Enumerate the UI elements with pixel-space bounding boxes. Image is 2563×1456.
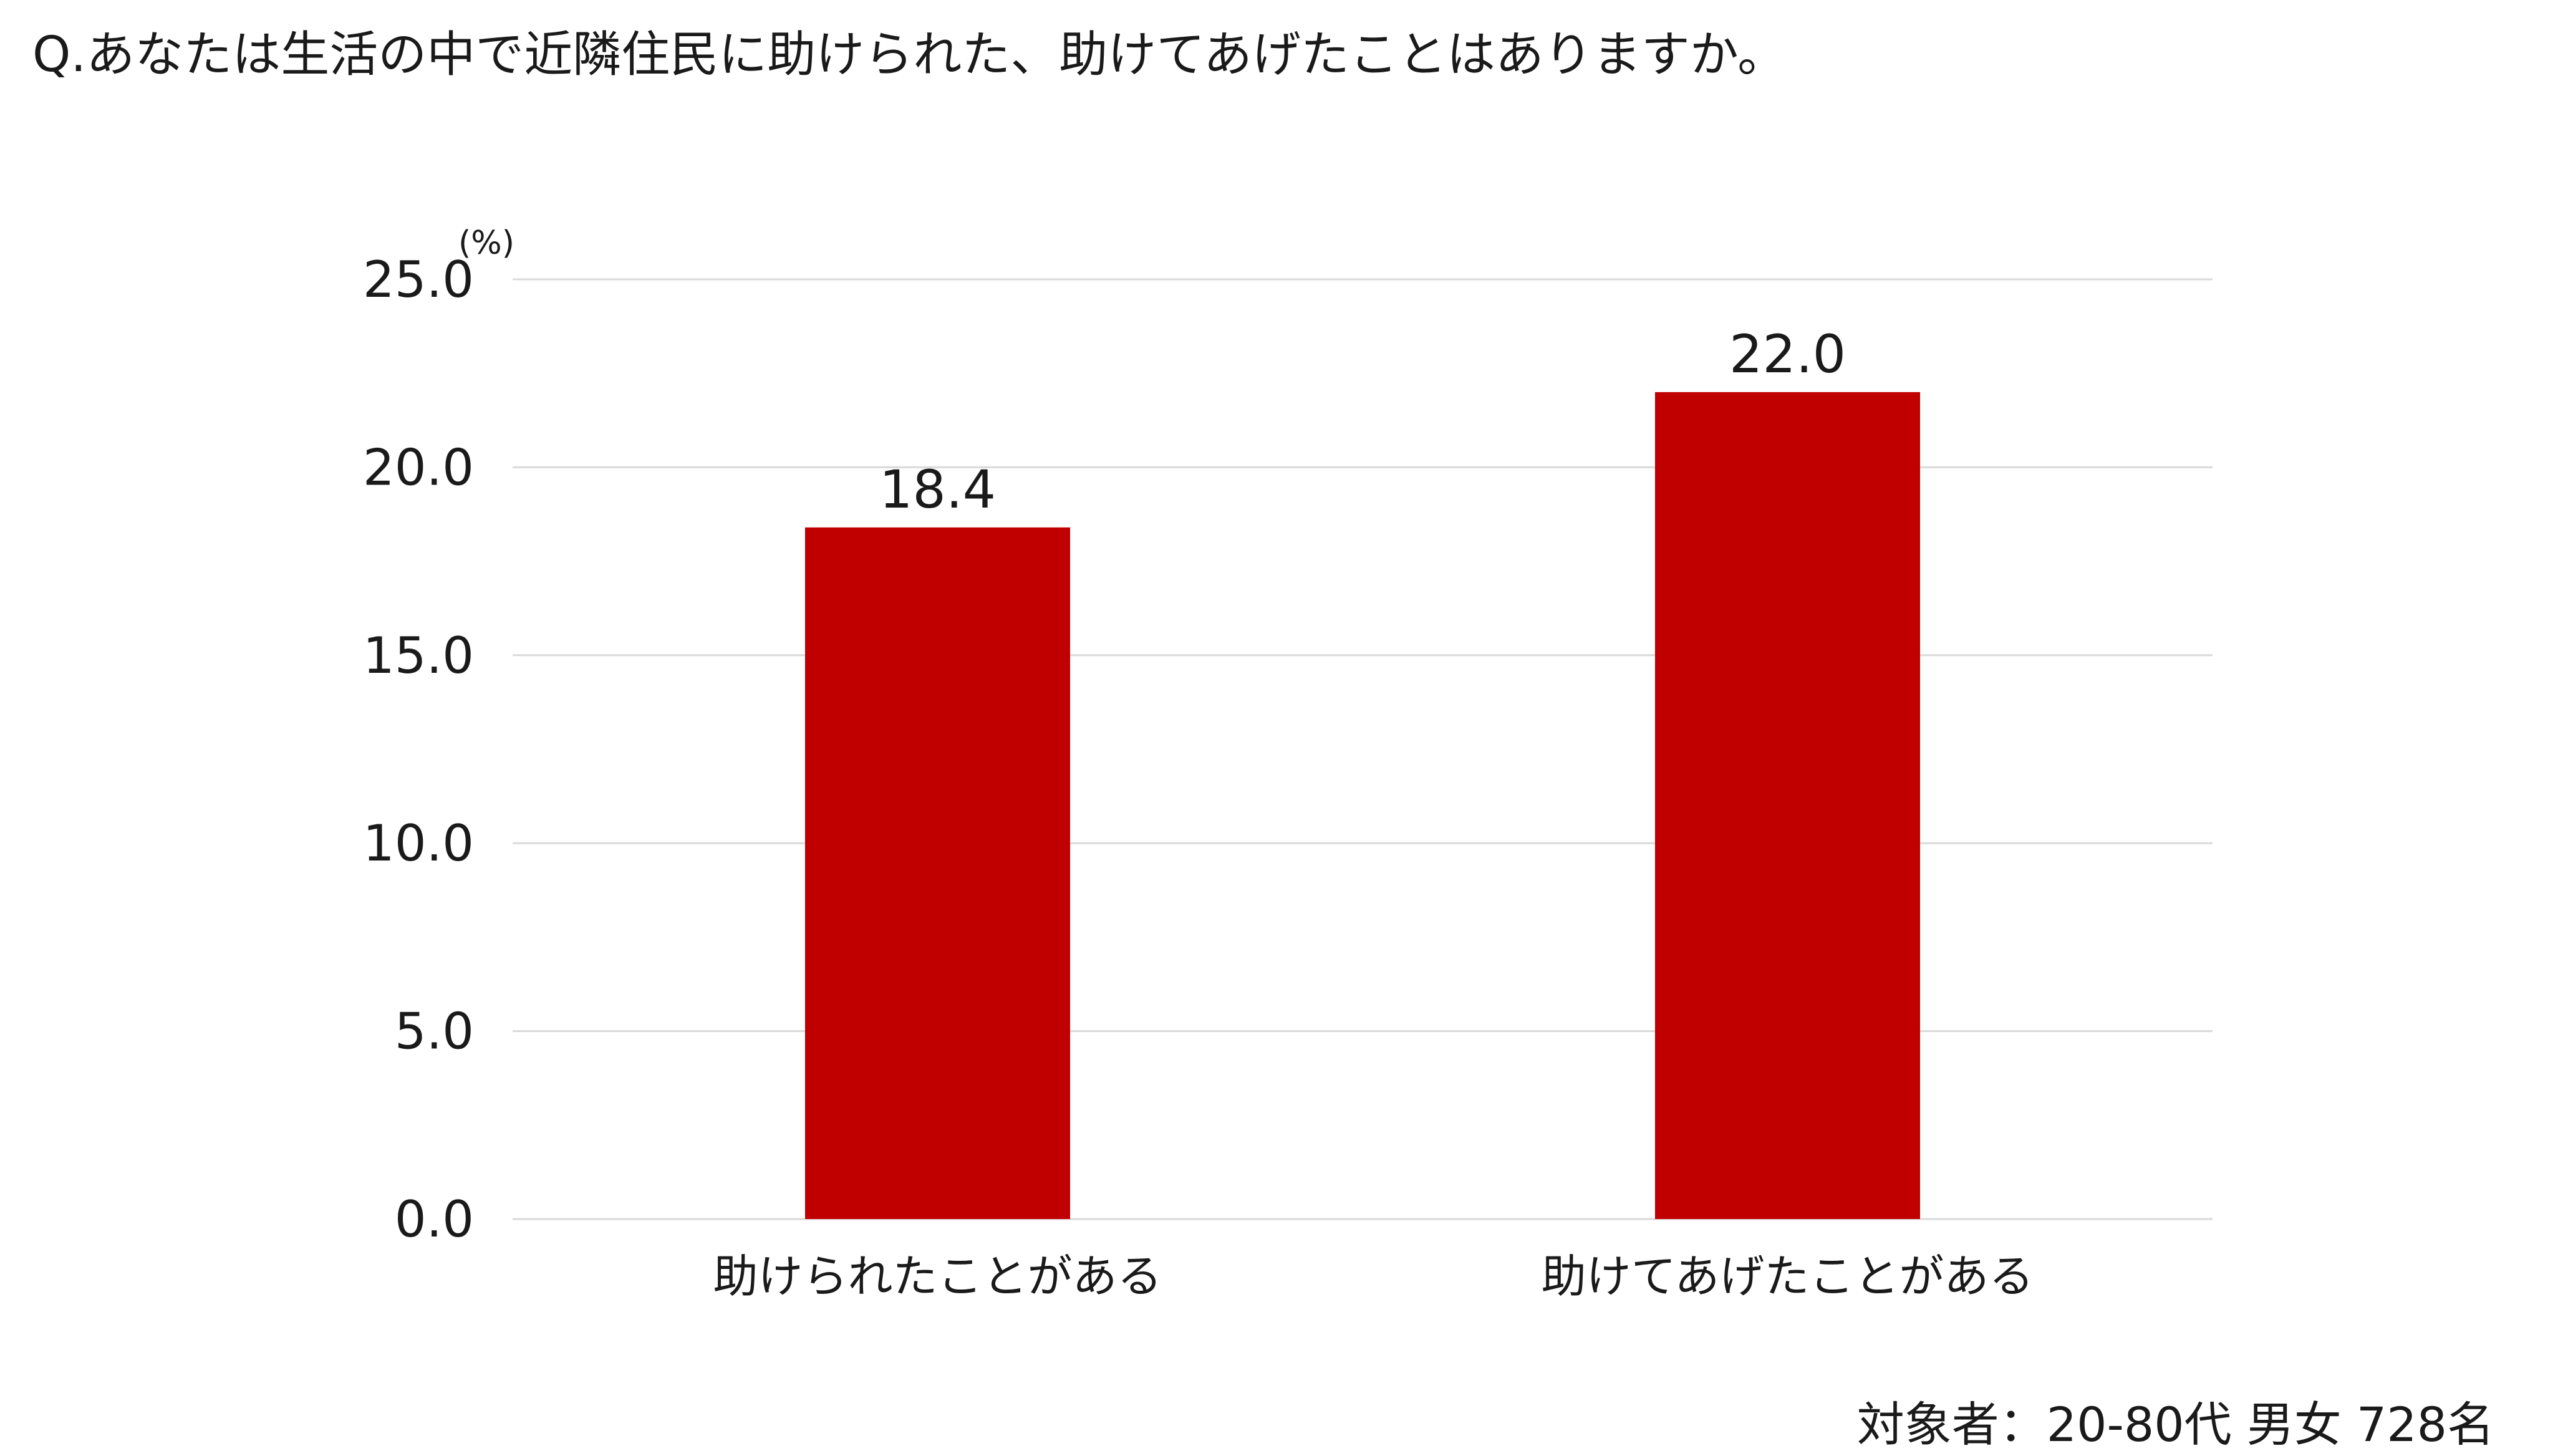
bar xyxy=(805,527,1070,1219)
chart-title: Q.あなたは生活の中で近隣住民に助けられた、助けてあげたことはありますか。 xyxy=(32,27,1787,83)
x-axis-categories: 助けられたことがある 助けてあげたことがある xyxy=(713,1250,2034,1303)
y-tick-label: 15.0 xyxy=(363,627,474,685)
bar-value-label: 18.4 xyxy=(879,459,996,520)
y-tick-label: 0.0 xyxy=(395,1190,474,1248)
y-tick-label: 20.0 xyxy=(363,438,474,496)
gridlines xyxy=(513,278,2213,1220)
y-axis-unit: (%) xyxy=(458,224,514,262)
y-tick-label: 10.0 xyxy=(363,814,474,872)
y-tick-label: 25.0 xyxy=(363,251,474,309)
bars xyxy=(805,392,1920,1219)
x-category-label: 助けられたことがある xyxy=(713,1250,1162,1303)
y-axis-ticks: 0.0 5.0 10.0 15.0 20.0 25.0 xyxy=(363,251,474,1248)
bar-value-label: 22.0 xyxy=(1729,324,1846,385)
sample-footnote: 対象者：20-80代 男女 728名 xyxy=(1856,1397,2494,1452)
data-labels: 18.4 22.0 xyxy=(879,324,1846,520)
bar xyxy=(1655,392,1920,1219)
x-category-label: 助けてあげたことがある xyxy=(1542,1250,2034,1303)
y-tick-label: 5.0 xyxy=(395,1003,474,1061)
